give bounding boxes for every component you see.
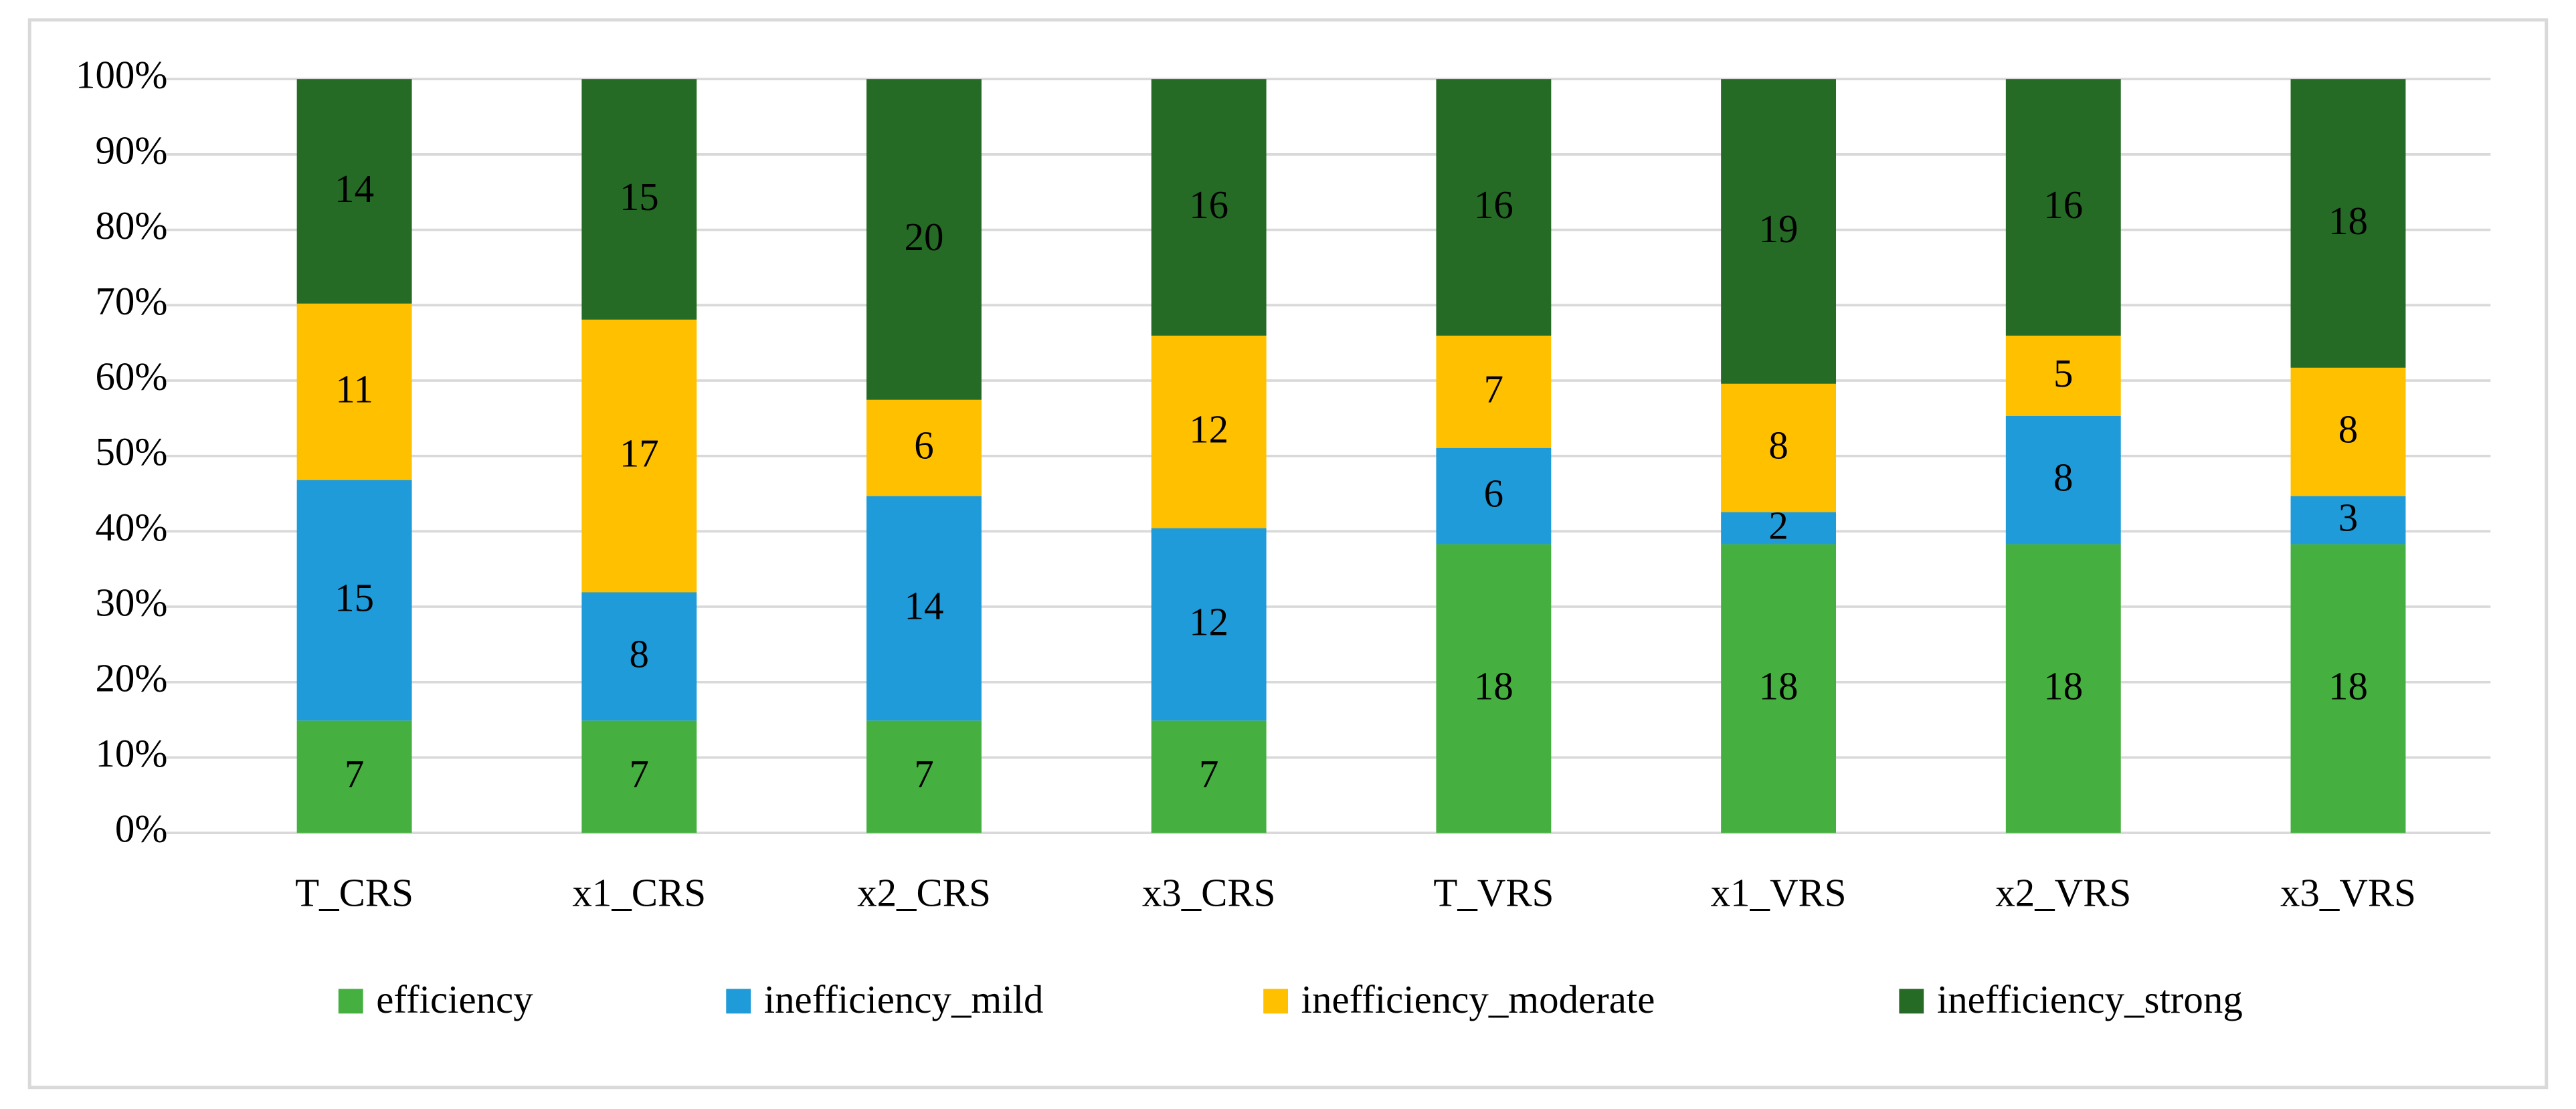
data-label: 15 bbox=[335, 575, 374, 619]
legend-label: inefficiency_moderate bbox=[1301, 977, 1655, 1021]
data-label: 7 bbox=[345, 752, 364, 796]
legend-swatch bbox=[1899, 989, 1924, 1014]
data-label: 8 bbox=[630, 631, 649, 676]
legend-swatch bbox=[338, 989, 363, 1014]
bar-segment bbox=[2005, 335, 2121, 416]
y-tick-label: 50% bbox=[95, 429, 167, 474]
bar-segment bbox=[581, 319, 697, 593]
data-label: 7 bbox=[1484, 367, 1503, 411]
y-tick-label: 80% bbox=[95, 203, 167, 247]
bar-segment bbox=[1721, 383, 1837, 512]
x-tick-label: x1_VRS bbox=[1711, 870, 1847, 914]
bar-segment bbox=[1436, 79, 1552, 336]
legend-label: inefficiency_strong bbox=[1937, 977, 2243, 1021]
bar-segment bbox=[1436, 335, 1552, 448]
data-label: 8 bbox=[1768, 423, 1788, 468]
data-label: 6 bbox=[1484, 472, 1503, 516]
bar-segment bbox=[296, 303, 412, 480]
bar-segment bbox=[1151, 79, 1267, 336]
bar-segment bbox=[2005, 415, 2121, 544]
bar-segment bbox=[2005, 79, 2121, 336]
data-label: 18 bbox=[2328, 664, 2368, 708]
data-label: 8 bbox=[2338, 407, 2358, 451]
y-tick-label: 20% bbox=[95, 656, 167, 700]
bar-segment bbox=[866, 496, 982, 721]
y-tick-label: 0% bbox=[115, 807, 168, 851]
y-tick-label: 10% bbox=[95, 731, 167, 775]
data-label: 11 bbox=[335, 367, 373, 411]
data-label: 15 bbox=[620, 175, 659, 219]
data-label: 5 bbox=[2053, 351, 2073, 395]
data-label: 18 bbox=[1759, 664, 1799, 708]
x-tick-label: x1_CRS bbox=[572, 870, 706, 914]
bar-segment bbox=[296, 79, 412, 304]
bar-segment bbox=[1721, 544, 1837, 833]
data-label: 12 bbox=[1189, 407, 1228, 451]
x-tick-label: x3_CRS bbox=[1142, 870, 1276, 914]
bar-segment bbox=[2290, 496, 2406, 544]
y-tick-label: 30% bbox=[95, 581, 167, 625]
x-tick-label: x2_CRS bbox=[857, 870, 991, 914]
data-label: 17 bbox=[620, 431, 659, 476]
y-tick-label: 100% bbox=[76, 53, 167, 97]
bar-segment bbox=[2290, 544, 2406, 833]
bar-segment bbox=[2290, 367, 2406, 496]
bar-segment bbox=[866, 399, 982, 496]
bar-segment bbox=[296, 720, 412, 833]
legend-swatch bbox=[1263, 989, 1288, 1014]
data-label: 7 bbox=[630, 752, 649, 796]
bar-segment bbox=[1151, 335, 1267, 528]
data-label: 16 bbox=[1189, 183, 1228, 227]
bar-segment bbox=[866, 720, 982, 833]
y-tick-label: 40% bbox=[95, 505, 167, 549]
data-label: 3 bbox=[2338, 496, 2358, 540]
data-label: 18 bbox=[2043, 664, 2083, 708]
data-label: 7 bbox=[914, 752, 933, 796]
bar-segment bbox=[866, 79, 982, 400]
bar-segment bbox=[1721, 79, 1837, 384]
bar-segment bbox=[1721, 512, 1837, 544]
data-label: 12 bbox=[1189, 599, 1228, 643]
data-label: 18 bbox=[1474, 664, 1513, 708]
y-tick-label: 70% bbox=[95, 279, 167, 323]
bar-segment bbox=[1151, 720, 1267, 833]
chart-border bbox=[27, 18, 2549, 1090]
bar-segment bbox=[2290, 79, 2406, 368]
data-label: 18 bbox=[2328, 199, 2368, 243]
bar-segment bbox=[1436, 447, 1552, 544]
data-label: 16 bbox=[1474, 183, 1513, 227]
x-tick-label: x2_VRS bbox=[1995, 870, 2131, 914]
legend-label: efficiency bbox=[376, 977, 533, 1021]
bar-segment bbox=[1436, 544, 1552, 833]
data-label: 6 bbox=[914, 423, 933, 468]
legend-swatch bbox=[726, 989, 751, 1014]
x-tick-label: T_CRS bbox=[295, 870, 413, 914]
x-tick-label: T_VRS bbox=[1433, 870, 1554, 914]
data-label: 16 bbox=[2043, 183, 2083, 227]
bar-segment bbox=[581, 592, 697, 721]
y-tick-label: 60% bbox=[95, 354, 167, 398]
bar-segment bbox=[1151, 528, 1267, 721]
y-tick-label: 90% bbox=[95, 128, 167, 172]
bar-segment bbox=[581, 720, 697, 833]
bar-segment bbox=[2005, 544, 2121, 833]
data-label: 8 bbox=[2053, 456, 2073, 500]
data-label: 14 bbox=[905, 583, 944, 627]
data-label: 7 bbox=[1199, 752, 1218, 796]
x-tick-label: x3_VRS bbox=[2280, 870, 2416, 914]
data-label: 20 bbox=[905, 215, 944, 259]
data-label: 14 bbox=[335, 167, 374, 211]
legend-label: inefficiency_mild bbox=[764, 977, 1044, 1021]
bar-segment bbox=[296, 480, 412, 721]
data-label: 19 bbox=[1759, 207, 1799, 251]
bar-segment bbox=[581, 79, 697, 320]
